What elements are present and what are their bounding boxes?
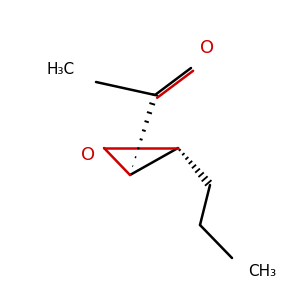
Text: O: O bbox=[200, 39, 214, 57]
Text: O: O bbox=[81, 146, 95, 164]
Text: H₃C: H₃C bbox=[47, 62, 75, 77]
Text: CH₃: CH₃ bbox=[248, 265, 276, 280]
